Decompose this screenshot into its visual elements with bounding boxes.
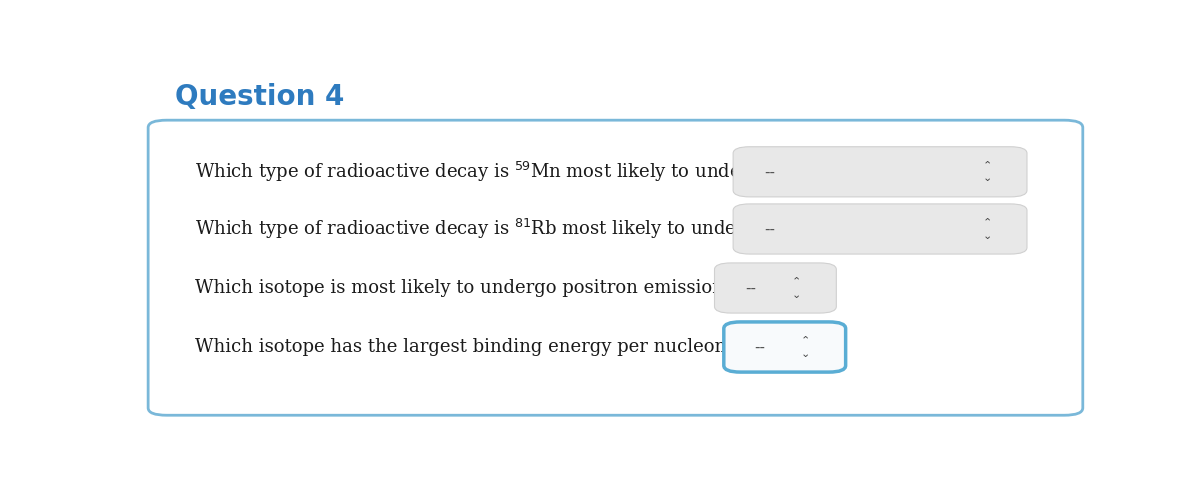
- Text: ⌃: ⌃: [800, 335, 810, 345]
- Text: Which isotope has the largest binding energy per nucleon?: Which isotope has the largest binding en…: [194, 338, 736, 356]
- Text: ⌃: ⌃: [983, 160, 991, 170]
- Text: ⌃: ⌃: [792, 276, 802, 286]
- Text: Question 4: Question 4: [175, 83, 344, 111]
- Text: ⌄: ⌄: [800, 349, 810, 359]
- Text: --: --: [745, 281, 756, 296]
- FancyBboxPatch shape: [714, 263, 836, 313]
- Text: ⌄: ⌄: [792, 290, 802, 300]
- Text: ⌃: ⌃: [983, 217, 991, 228]
- FancyBboxPatch shape: [733, 147, 1027, 197]
- Text: Which type of radioactive decay is $^{59}$Mn most likely to undergo?: Which type of radioactive decay is $^{59…: [194, 160, 781, 184]
- Text: Which isotope is most likely to undergo positron emission?: Which isotope is most likely to undergo …: [194, 279, 733, 297]
- FancyBboxPatch shape: [724, 322, 846, 372]
- FancyBboxPatch shape: [733, 204, 1027, 254]
- Text: ⌄: ⌄: [983, 230, 991, 240]
- Text: --: --: [755, 340, 766, 354]
- FancyBboxPatch shape: [148, 120, 1082, 415]
- Text: Which type of radioactive decay is $^{81}$Rb most likely to undergo?: Which type of radioactive decay is $^{81…: [194, 217, 778, 241]
- Text: --: --: [764, 221, 775, 237]
- Text: --: --: [764, 164, 775, 179]
- Text: ⌄: ⌄: [983, 173, 991, 183]
